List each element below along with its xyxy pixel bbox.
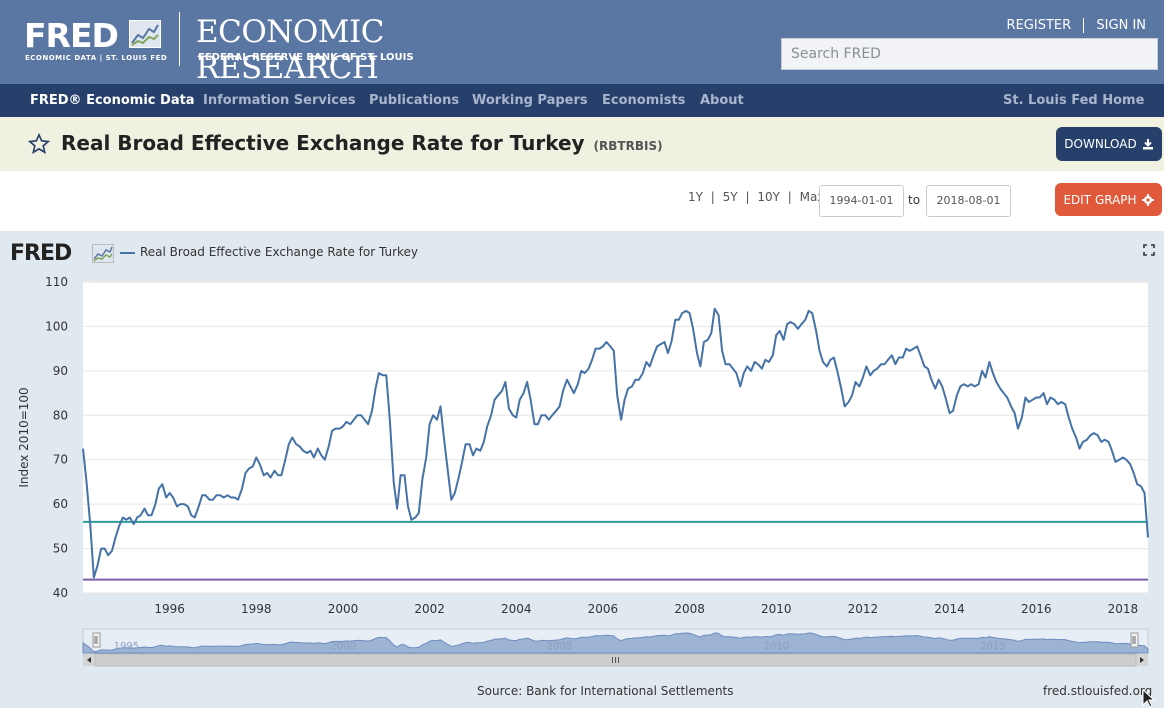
series-title-bar: Real Broad Effective Exchange Rate for T…: [0, 117, 1164, 171]
download-button[interactable]: DOWNLOAD: [1056, 127, 1162, 161]
nav-information-services[interactable]: Information Services: [203, 93, 356, 108]
legend-label: Real Broad Effective Exchange Rate for T…: [140, 245, 419, 259]
navigator-tick-label: 2010: [764, 641, 789, 652]
graph-controls: 1Y | 5Y | 10Y | Max 1994-01-01 to 2018-0…: [0, 171, 1164, 231]
nav-publications[interactable]: Publications: [369, 93, 460, 108]
auth-links: REGISTER SIGN IN: [1007, 18, 1146, 33]
y-axis-label: Index 2010=100: [17, 387, 31, 487]
line-chart: 40 50 60 70 80 90 100 110 1996 1998 2000 2002 2004 20…: [17, 275, 1149, 667]
logo-chart-icon: [129, 20, 161, 48]
series-line: [82, 307, 1149, 579]
y-tick-label: 50: [53, 542, 68, 556]
navigator-tick-label: 2000: [330, 641, 355, 652]
x-tick-label: 2010: [761, 602, 792, 616]
site-header: FRED ECONOMIC DATA | ST. LOUIS FED ECONO…: [0, 0, 1164, 86]
graph-panel: 40 50 60 70 80 90 100 110 1996 1998 2000 2002 2004 20…: [0, 231, 1164, 708]
end-date-input[interactable]: 2018-08-01: [926, 185, 1011, 217]
series-title: Real Broad Effective Exchange Rate for T…: [61, 131, 585, 155]
x-tick-label: 2006: [588, 602, 619, 616]
fullscreen-icon[interactable]: [1143, 244, 1155, 256]
x-tick-label: 2018: [1108, 602, 1139, 616]
download-icon: [1142, 139, 1153, 150]
nav-about[interactable]: About: [700, 93, 744, 108]
x-tick-label: 1996: [154, 602, 185, 616]
logo-federal-reserve: FEDERAL RESERVE BANK OF ST. LOUIS: [198, 52, 414, 63]
y-tick-label: 100: [45, 319, 68, 333]
range-1y[interactable]: 1Y: [688, 190, 703, 204]
navigator-tick-label: 2005: [547, 641, 572, 652]
navigator-tick-label: 1995: [114, 641, 139, 652]
nav-economists[interactable]: Economists: [602, 93, 686, 108]
edit-graph-button[interactable]: EDIT GRAPH: [1055, 183, 1162, 216]
auth-divider: [1083, 18, 1085, 33]
register-link[interactable]: REGISTER: [1006, 18, 1072, 33]
logo-economic-research: ECONOMIC RESEARCH: [196, 14, 385, 86]
mouse-cursor-icon: [1142, 689, 1156, 708]
y-tick-label: 110: [45, 275, 68, 289]
scroll-right-icon: [1140, 657, 1144, 663]
date-to-label: to: [908, 193, 921, 207]
scroll-left-icon: [87, 657, 91, 663]
x-tick-label: 2004: [501, 602, 532, 616]
range-sep: |: [710, 190, 715, 204]
x-tick-label: 2002: [414, 602, 445, 616]
x-tick-label: 2016: [1021, 602, 1052, 616]
legend-swatch: [120, 252, 135, 254]
nav-working-papers[interactable]: Working Papers: [472, 93, 588, 108]
x-tick-label: 2008: [674, 602, 705, 616]
range-selector: 1Y | 5Y | 10Y | Max: [688, 190, 824, 204]
logo-subtext: ECONOMIC DATA | ST. LOUIS FED: [25, 54, 168, 62]
graph-fred-logo: FRED: [10, 241, 72, 266]
star-icon[interactable]: [28, 133, 50, 155]
y-tick-label: 80: [53, 408, 68, 422]
range-max[interactable]: Max: [799, 190, 825, 204]
range-sep: |: [745, 190, 750, 204]
x-tick-label: 2000: [328, 602, 359, 616]
navigator-tick-label: 2015: [980, 641, 1005, 652]
edit-graph-label: EDIT GRAPH: [1063, 192, 1137, 207]
range-5y[interactable]: 5Y: [722, 190, 738, 204]
main-nav: FRED® Economic Data Information Services…: [0, 84, 1164, 117]
search-input[interactable]: [781, 38, 1158, 70]
y-tick-label: 70: [53, 453, 68, 467]
y-tick-label: 60: [53, 497, 68, 511]
nav-st-louis-fed-home[interactable]: St. Louis Fed Home: [1003, 93, 1145, 108]
series-code: (RBTRBIS): [593, 139, 663, 153]
y-tick-label: 90: [53, 364, 68, 378]
logo-fred-text: FRED: [24, 16, 119, 55]
logo-divider: [179, 12, 180, 66]
download-label: DOWNLOAD: [1064, 137, 1137, 151]
x-tick-label: 1998: [241, 602, 272, 616]
source-note: Source: Bank for International Settlemen…: [477, 684, 734, 698]
fred-economic-research-logo[interactable]: FRED ECONOMIC DATA | ST. LOUIS FED ECONO…: [24, 12, 524, 86]
graph-logo-icon: [92, 244, 114, 263]
navigator-series: [82, 632, 1149, 654]
range-sep: |: [787, 190, 792, 204]
gear-icon: [1141, 193, 1154, 206]
range-10y[interactable]: 10Y: [757, 190, 780, 204]
sign-in-link[interactable]: SIGN IN: [1096, 18, 1146, 33]
plot-area: [83, 282, 1148, 593]
x-tick-label: 2012: [848, 602, 879, 616]
y-tick-label: 40: [53, 586, 68, 600]
fred-url-link[interactable]: fred.stlouisfed.org: [1043, 684, 1153, 698]
start-date-input[interactable]: 1994-01-01: [819, 185, 904, 217]
x-tick-label: 2014: [934, 602, 965, 616]
nav-fred-economic-data[interactable]: FRED® Economic Data: [30, 93, 195, 108]
page-title: Real Broad Effective Exchange Rate for T…: [61, 131, 663, 155]
